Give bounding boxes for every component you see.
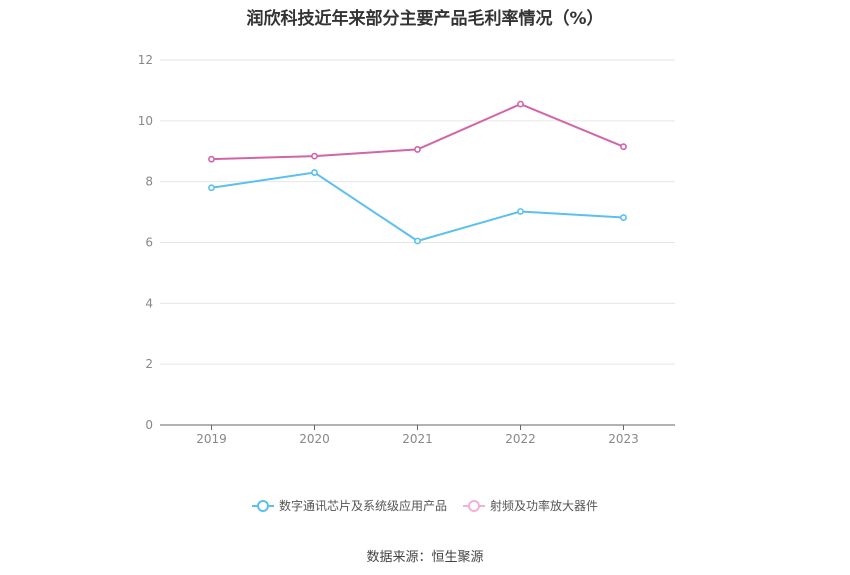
series-group	[208, 100, 627, 245]
y-tick-label-6: 6	[145, 236, 153, 250]
y-tick-label-2: 2	[145, 357, 153, 371]
point-1-2019[interactable]	[208, 155, 215, 163]
chart-title: 润欣科技近年来部分主要产品毛利率情况（%）	[246, 9, 604, 29]
point-0-2021[interactable]	[414, 237, 421, 245]
legend-label-digital: 数字通讯芯片及系统级应用产品	[278, 499, 447, 513]
x-tick-label-2020: 2020	[299, 432, 330, 446]
series-1	[208, 100, 627, 163]
y-tick-label-10: 10	[138, 114, 153, 128]
y-tick-label-8: 8	[145, 175, 153, 189]
legend-marker-rf	[463, 499, 485, 513]
y-tick-label-12: 12	[138, 53, 153, 67]
grid-lines	[160, 59, 675, 365]
legend: 数字通讯芯片及系统级应用产品 射频及功率放大器件	[0, 497, 850, 514]
point-1-2022[interactable]	[517, 100, 524, 108]
x-axis: 2019 2020 2021 2022 2023	[160, 424, 675, 446]
point-1-2023[interactable]	[620, 143, 627, 151]
legend-label-rf: 射频及功率放大器件	[490, 499, 599, 513]
legend-marker-digital	[251, 499, 274, 513]
series-line-0	[211, 171, 624, 243]
point-0-2020[interactable]	[311, 169, 318, 176]
x-tick-label-2021: 2021	[402, 432, 433, 446]
point-0-2022[interactable]	[517, 208, 524, 215]
y-tick-label-0: 0	[145, 418, 153, 432]
y-axis-ticks: 0 2 4 6 8 10 12	[138, 53, 153, 432]
y-tick-label-4: 4	[145, 296, 153, 310]
point-1-2021[interactable]	[414, 146, 421, 153]
point-1-2020[interactable]	[311, 152, 318, 160]
point-0-2019[interactable]	[208, 184, 215, 192]
x-tick-label-2023: 2023	[608, 432, 639, 446]
point-0-2023[interactable]	[620, 214, 627, 221]
legend-item-rf[interactable]: 射频及功率放大器件	[463, 497, 598, 514]
x-tick-label-2022: 2022	[505, 432, 536, 446]
data-source: 数据来源：恒生聚源	[366, 550, 484, 565]
x-tick-label-2019: 2019	[196, 432, 227, 446]
series-0	[208, 169, 627, 245]
legend-item-digital[interactable]: 数字通讯芯片及系统级应用产品	[251, 497, 447, 514]
